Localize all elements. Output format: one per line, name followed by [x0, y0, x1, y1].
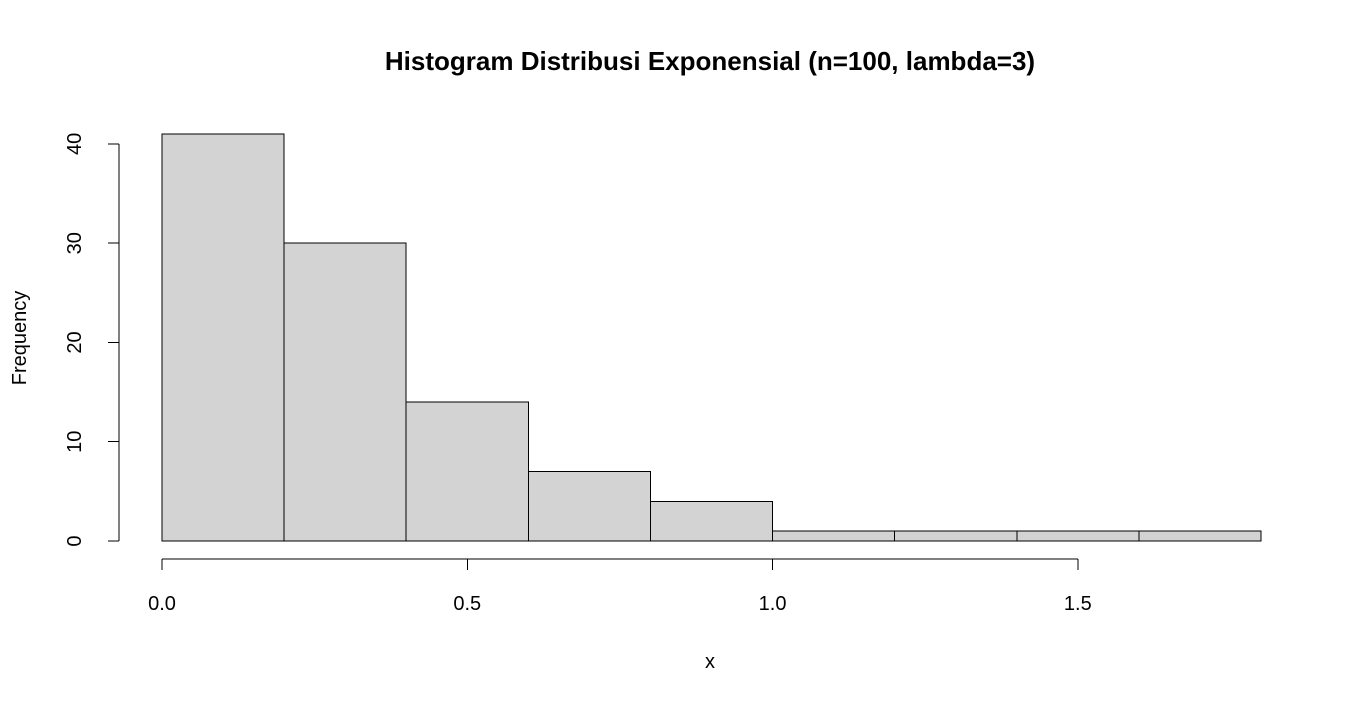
y-axis-label: Frequency: [9, 291, 31, 386]
x-axis-label: x: [705, 651, 715, 673]
histogram-bar-8: [1138, 530, 1262, 542]
x-tick-label-1: 0.5: [453, 593, 481, 615]
x-ticks: 0.0 0.5 1.0 1.5: [148, 559, 1092, 615]
histogram-bar-5: [772, 530, 896, 542]
y-axis: 0 10 20 30 40: [64, 133, 120, 547]
histogram-bar-3: [527, 471, 651, 542]
y-tick-label-2: 20: [64, 331, 86, 353]
y-tick-label-4: 40: [64, 133, 86, 155]
x-tick-label-2: 1.0: [759, 593, 787, 615]
y-ticks: 0 10 20 30 40: [64, 133, 119, 547]
histogram-bar-4: [649, 500, 774, 542]
y-tick-label-0: 0: [64, 535, 86, 546]
histogram-bar-6: [894, 530, 1018, 542]
y-tick-label-3: 30: [64, 232, 86, 254]
chart-title: Histogram Distribusi Exponensial (n=100,…: [385, 46, 1035, 76]
histogram-bar-2: [405, 401, 529, 542]
histogram-bar-7: [1016, 530, 1140, 542]
histogram-bar-1: [283, 242, 407, 542]
y-tick-label-1: 10: [64, 431, 86, 453]
histogram-bar-0: [161, 133, 285, 542]
x-tick-label-0: 0.0: [148, 593, 176, 615]
x-tick-label-3: 1.5: [1064, 593, 1092, 615]
x-axis: 0.0 0.5 1.0 1.5: [148, 558, 1092, 615]
bars-group: [161, 133, 1262, 542]
